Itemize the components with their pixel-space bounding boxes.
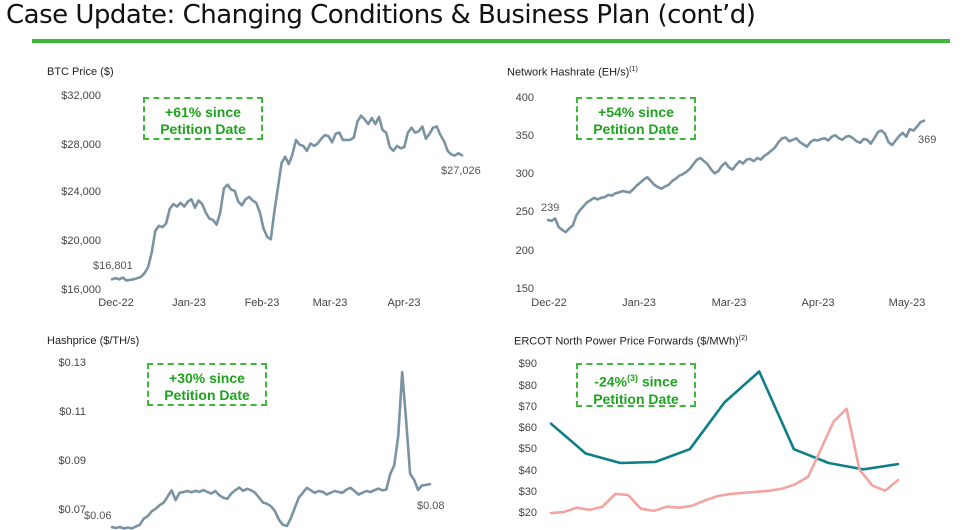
hashrate-chart-title: Network Hashrate (EH/s)(1) [507,66,638,79]
start-value-label: 239 [541,202,559,214]
y-tick-label: $0.13 [58,357,86,369]
slide-title: Case Update: Changing Conditions & Busin… [6,0,756,30]
btc-title-text: BTC Price ($) [47,66,114,78]
y-tick-label: 150 [516,283,534,295]
y-tick-label: $0.11 [59,406,86,418]
hashprice-callout: +30% since Petition Date [147,363,267,406]
x-tick-label: Mar-23 [712,297,747,309]
x-tick-label: Mar-23 [313,297,348,309]
y-tick-label: $32,000 [61,90,101,102]
x-tick-label: Apr-23 [801,297,834,309]
y-tick-label: $70 [519,401,537,413]
y-tick-label: $30 [519,486,537,498]
end-value-label: $27,026 [441,165,481,177]
y-tick-label: $28,000 [61,139,101,151]
end-value-label: 369 [918,134,936,146]
series-line-1 [549,370,900,471]
hashrate-callout-line1: +54% since [598,104,674,120]
y-tick-label: $80 [519,380,537,392]
x-tick-label: May-23 [889,297,926,309]
x-tick-label: Feb-23 [245,297,280,309]
x-tick-label: Dec-22 [98,297,133,309]
hashrate-title-footnote: (1) [629,66,638,73]
series-line-1 [110,114,464,282]
btc-price-chart: $32,000 $28,000 $24,000 $20,000 $16,000Dec-2… [61,90,481,309]
y-tick-label: 300 [516,168,534,180]
y-tick-label: $40 [519,465,537,477]
end-value-label: $0.08 [417,500,445,512]
x-tick-label: Dec-22 [531,297,566,309]
ercot-callout-pct: -24% [594,373,627,390]
ercot-callout-footnote: (3) [626,373,638,383]
btc-callout-line2: Petition Date [160,121,246,137]
series-line-2 [549,407,900,515]
y-tick-label: $90 [519,358,537,370]
start-value-label: $0.06 [84,510,112,522]
x-tick-label: Apr-23 [387,297,420,309]
ercot-callout-line1: -24%(3) since [578,370,694,391]
y-tick-label: 350 [516,130,534,142]
btc-callout-line1: +61% since [165,104,241,120]
y-tick-label: $0.09 [58,455,86,467]
y-tick-label: 200 [516,245,534,257]
y-tick-label: $20 [519,507,537,519]
btc-chart-title: BTC Price ($) [47,66,114,78]
x-tick-label: Jan-23 [622,297,656,309]
hashprice-title-text: Hashprice ($/TH/s) [47,335,140,347]
hashprice-chart: $0.13 $0.11 $0.09 $0.07$0.06 $0.08 [58,357,445,530]
ercot-callout-since: since [637,373,678,390]
hashprice-callout-line2: Petition Date [164,387,250,403]
x-tick-label: Jan-23 [172,297,206,309]
ercot-callout-line2: Petition Date [593,390,679,407]
hashrate-callout: +54% since Petition Date [576,97,696,140]
y-tick-label: $50 [519,443,537,455]
start-value-label: $16,801 [93,260,133,272]
ercot-chart-title: ERCOT North Power Price Forwards ($/MWh)… [514,335,747,348]
y-tick-label: $20,000 [61,235,101,247]
y-tick-label: 250 [516,206,534,218]
y-tick-label: $60 [519,422,537,434]
hashrate-title-text: Network Hashrate (EH/s) [507,66,630,79]
title-rule [32,39,950,43]
btc-callout: +61% since Petition Date [143,97,263,140]
hashprice-callout-line1: +30% since [169,370,245,386]
ercot-forwards-chart: $90 $80 $70 $60 $50 $40 $30 $20 [519,358,900,519]
hashprice-chart-title: Hashprice ($/TH/s) [47,335,139,347]
hashrate-callout-line2: Petition Date [593,121,679,137]
y-tick-label: $24,000 [61,186,101,198]
y-tick-label: 400 [516,92,534,104]
y-tick-label: $0.07 [58,504,86,516]
series-line-1 [546,119,926,234]
network-hashrate-chart: 400 350 300 250 200 150 Dec-22 Jan-23 Mar-23 Apr-… [516,92,937,309]
ercot-callout: -24%(3) since Petition Date [576,363,696,407]
y-tick-label: $16,000 [61,284,101,296]
ercot-title-text: ERCOT North Power Price Forwards ($/MWh) [514,335,739,348]
series-line-1 [110,370,432,530]
ercot-title-footnote: (2) [738,335,748,342]
